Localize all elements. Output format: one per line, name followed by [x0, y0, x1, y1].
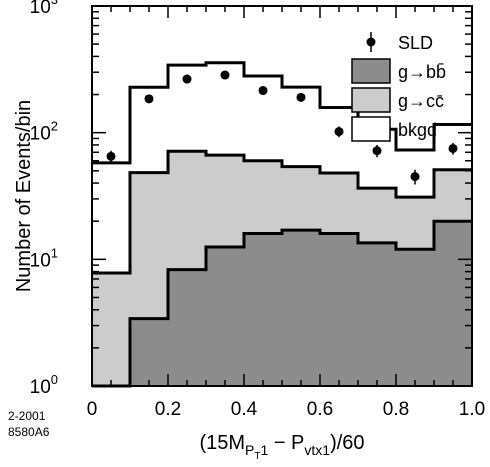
y-tick-label: 101	[30, 245, 58, 271]
axis-titles: Number of Events/bin (15MPT1 − Pvtx1)/60 2…	[8, 100, 365, 462]
point-marker	[258, 86, 268, 96]
point-marker	[296, 92, 306, 102]
bar-gbb-bin-9	[434, 221, 472, 386]
point-marker	[106, 151, 116, 161]
data-point	[448, 142, 458, 155]
legend-swatch	[351, 58, 391, 84]
data-point	[372, 144, 382, 158]
bar-gbb-bin-1	[130, 318, 168, 386]
point-marker	[220, 70, 230, 80]
x-tick-label: 0.8	[383, 399, 409, 420]
y-tick-label: 103	[30, 0, 58, 18]
legend-swatch	[351, 87, 391, 113]
y-tick-label: 102	[30, 119, 58, 145]
data-point	[182, 74, 192, 84]
corner-note-line2: 8580A6	[8, 425, 50, 439]
legend-entry: bkgd	[351, 116, 437, 142]
legend-label: g→cc̄	[398, 91, 444, 111]
axis-ticks: 0 0.2 0.4 0.6 0.8 1.0 100 101 102 103	[30, 0, 486, 420]
data-point	[220, 70, 230, 80]
data-point	[410, 169, 420, 185]
legend-label: g→bb̄	[398, 62, 446, 82]
point-marker	[410, 172, 420, 182]
x-tick-label: 0.4	[231, 399, 258, 420]
outline-gcc	[92, 149, 472, 275]
x-tick-label: 0	[87, 399, 98, 420]
data-point	[296, 92, 306, 102]
legend-point	[366, 37, 376, 47]
legend-swatch	[351, 116, 391, 142]
corner-note-line1: 2-2001	[8, 409, 46, 423]
legend-label: SLD	[398, 33, 433, 53]
histogram-outlines	[92, 61, 472, 388]
legend-label: bkgd	[398, 120, 437, 140]
x-axis-title: (15MPT1 − Pvtx1)/60	[199, 432, 364, 462]
data-points	[106, 70, 458, 185]
bar-gbb-bin-8	[396, 249, 434, 386]
bar-gbb-bin-7	[358, 242, 396, 386]
data-point	[258, 86, 268, 96]
y-tick-label: 100	[30, 372, 58, 398]
bar-gcc-bin-0	[92, 273, 130, 386]
bar-gbb-bin-4	[244, 233, 282, 386]
point-marker	[144, 94, 154, 104]
data-point	[144, 94, 154, 104]
point-marker	[334, 127, 344, 137]
legend-entry: SLD	[366, 32, 433, 53]
y-axis-title: Number of Events/bin	[13, 100, 35, 292]
point-marker	[448, 143, 458, 153]
legend-entry: g→bb̄	[351, 58, 446, 84]
legend: SLD g→bb̄ g→cc̄ bkgd	[351, 32, 446, 142]
bar-gbb-bin-3	[206, 247, 244, 386]
point-marker	[372, 146, 382, 156]
outline-bkgd	[92, 61, 472, 165]
stacked-fills	[92, 62, 472, 387]
data-point	[334, 126, 344, 138]
bar-gbb-bin-2	[168, 269, 206, 386]
legend-entry: g→cc̄	[351, 87, 444, 113]
data-point	[106, 150, 116, 163]
outline-gbb	[92, 219, 472, 388]
bar-gbb-bin-5	[282, 230, 320, 386]
x-tick-label: 0.6	[307, 399, 333, 420]
x-tick-label: 1.0	[459, 399, 485, 420]
x-tick-label: 0.2	[155, 399, 181, 420]
bar-gbb-bin-6	[320, 233, 358, 386]
point-marker	[182, 74, 192, 84]
